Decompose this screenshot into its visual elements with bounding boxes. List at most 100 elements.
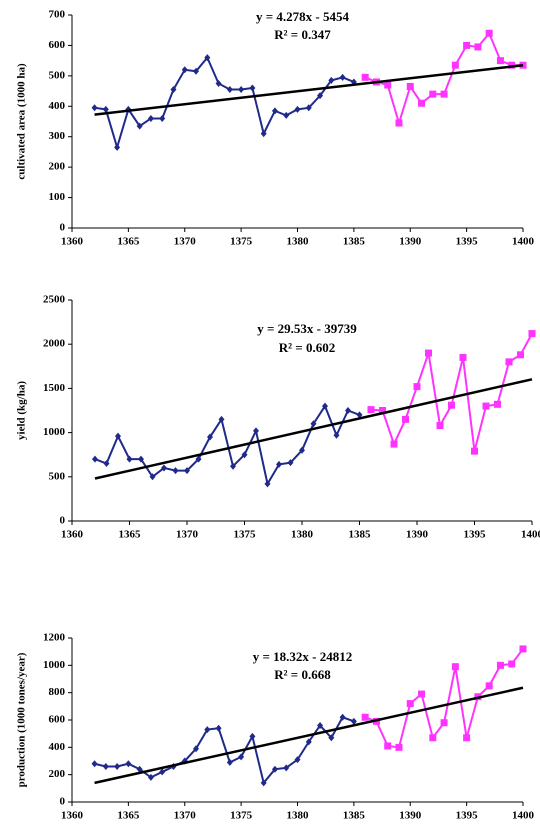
marker	[260, 130, 267, 138]
marker	[195, 455, 202, 463]
series-line	[94, 403, 360, 487]
marker	[339, 713, 346, 721]
x-tick-label: 1400	[512, 236, 535, 248]
marker	[218, 415, 225, 423]
r-squared: R² = 0.668	[274, 667, 331, 682]
marker	[429, 90, 437, 98]
y-tick-label: 2500	[43, 294, 66, 306]
x-tick-label: 1375	[234, 529, 257, 541]
x-tick-label: 1395	[464, 529, 487, 541]
marker	[418, 99, 426, 107]
marker	[159, 768, 166, 776]
y-tick-label: 1000	[43, 426, 66, 438]
marker	[367, 406, 375, 414]
marker	[429, 734, 437, 742]
y-tick-label: 700	[49, 9, 66, 21]
x-tick-label: 1365	[119, 529, 142, 541]
y-tick-label: 100	[49, 191, 66, 203]
marker	[253, 427, 259, 435]
series-line	[94, 55, 355, 151]
marker	[517, 351, 524, 359]
marker	[207, 433, 213, 441]
marker	[215, 79, 222, 87]
trend-line	[94, 378, 533, 480]
y-tick-label: 300	[49, 130, 66, 142]
x-tick-label: 1385	[343, 810, 366, 822]
marker	[494, 400, 501, 408]
marker	[114, 143, 121, 151]
x-tick-label: 1360	[61, 236, 84, 248]
marker	[159, 114, 166, 122]
marker	[485, 29, 493, 37]
marker	[384, 742, 392, 750]
marker	[238, 753, 245, 761]
marker	[204, 54, 211, 62]
marker	[310, 420, 317, 428]
marker	[451, 61, 459, 69]
marker	[390, 440, 398, 448]
marker	[230, 462, 236, 470]
equation: y = 18.32x - 24812	[253, 649, 353, 664]
y-axis-label: production (1000 tones/year)	[16, 652, 28, 787]
marker	[406, 700, 414, 708]
x-tick-label: 1375	[230, 236, 253, 248]
marker	[115, 432, 121, 440]
marker	[317, 92, 324, 100]
marker	[482, 402, 490, 410]
y-tick-label: 600	[49, 39, 66, 51]
y-tick-label: 1500	[43, 382, 66, 394]
marker	[395, 119, 403, 127]
marker	[264, 480, 271, 488]
marker	[276, 460, 282, 468]
marker	[193, 745, 200, 753]
marker	[317, 721, 324, 729]
x-tick-label: 1390	[399, 236, 422, 248]
marker	[418, 690, 426, 698]
marker	[125, 760, 132, 768]
marker	[102, 762, 109, 770]
trend-line	[94, 63, 524, 116]
marker	[283, 764, 290, 772]
marker	[138, 455, 144, 463]
series-line	[364, 31, 523, 127]
marker	[226, 758, 233, 766]
marker	[485, 682, 493, 690]
x-tick-label: 1380	[287, 810, 310, 822]
y-tick-label: 500	[49, 470, 66, 482]
x-tick-label: 1395	[456, 236, 479, 248]
marker	[193, 67, 200, 75]
marker	[474, 43, 482, 51]
marker	[436, 422, 444, 430]
marker	[305, 104, 312, 112]
marker	[471, 447, 478, 455]
marker	[226, 86, 233, 94]
y-tick-label: 500	[49, 69, 66, 81]
marker	[136, 765, 143, 773]
y-tick-label: 0	[60, 796, 66, 808]
marker	[271, 765, 278, 773]
marker	[91, 104, 98, 112]
y-tick-label: 2000	[43, 338, 66, 350]
marker	[350, 717, 357, 725]
marker	[328, 76, 335, 84]
marker	[356, 411, 363, 419]
marker	[496, 661, 504, 669]
y-tick-label: 200	[49, 161, 66, 173]
marker	[147, 773, 154, 781]
marker	[361, 73, 369, 81]
marker	[440, 719, 448, 727]
marker	[126, 455, 133, 463]
x-tick-label: 1380	[291, 529, 314, 541]
marker	[283, 111, 290, 119]
x-tick-label: 1400	[521, 529, 540, 541]
marker	[395, 743, 403, 751]
marker	[459, 353, 467, 361]
y-tick-label: 0	[60, 222, 66, 234]
r-squared: R² = 0.347	[274, 27, 331, 42]
y-tick-label: 1200	[43, 632, 66, 644]
r-squared: R² = 0.602	[279, 340, 335, 355]
marker	[92, 455, 98, 463]
marker	[463, 734, 471, 742]
marker	[333, 431, 340, 439]
marker	[287, 459, 294, 467]
